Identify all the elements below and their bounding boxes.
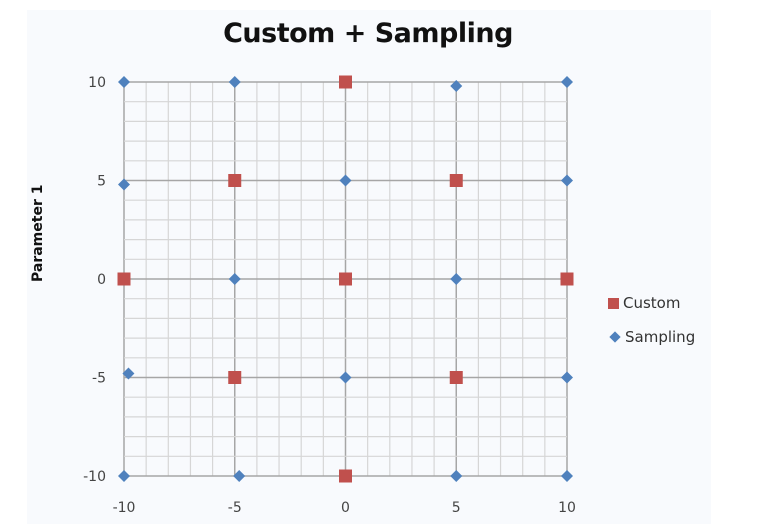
custom-point [228,371,242,384]
x-tick-label: 5 [452,500,461,516]
sampling-point [561,174,573,187]
y-tick-label: -5 [92,371,106,387]
y-tick-label: 0 [97,272,106,288]
custom-point [449,174,463,187]
y-axis-title: Parameter 1 [30,184,46,282]
y-tick-label: 5 [97,174,106,190]
sampling-point [122,367,135,380]
x-tick-label: 10 [558,500,576,516]
sampling-point [228,76,241,88]
y-tick-label: -10 [83,469,106,485]
diamond-marker-icon [609,331,621,343]
sampling-point [233,470,246,482]
sampling-point [228,273,241,285]
legend-item-sampling: Sampling [608,326,695,348]
sampling-point [561,470,573,482]
sampling-point [339,174,352,187]
legend: Custom Sampling [608,292,695,360]
sampling-point [118,470,130,482]
chart-title: Custom + Sampling [223,18,513,49]
custom-point [339,272,352,286]
custom-point [449,371,463,384]
chart-area [27,10,711,524]
custom-point [560,272,574,286]
custom-point [117,272,131,286]
sampling-point [450,273,463,285]
sampling-point [450,79,463,92]
y-tick-label: 10 [88,75,106,91]
sampling-point [561,76,573,88]
custom-point [339,75,352,89]
x-tick-label: 0 [341,500,350,516]
legend-label-custom: Custom [623,294,681,312]
legend-label-sampling: Sampling [625,328,696,346]
sampling-point [450,470,463,482]
custom-point [339,469,352,483]
sampling-point [339,371,352,384]
sampling-point [118,76,130,88]
sampling-point [561,371,573,384]
legend-item-custom: Custom [608,292,695,314]
square-marker-icon [608,297,619,309]
custom-point [228,174,242,187]
sampling-point [118,178,130,191]
x-tick-label: -10 [113,500,136,516]
x-tick-label: -5 [228,500,242,516]
